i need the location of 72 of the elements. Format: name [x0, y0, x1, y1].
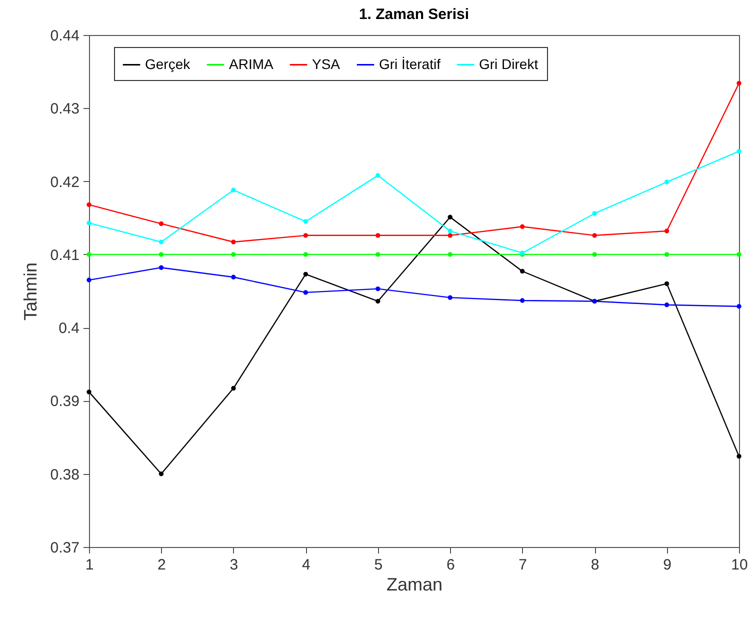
x-tick-label: 1	[85, 556, 94, 574]
point	[86, 202, 92, 208]
y-tick-label: 0.44	[50, 28, 80, 44]
point	[158, 252, 164, 257]
point	[448, 295, 452, 300]
y-tick-label: 0.39	[50, 393, 80, 410]
point	[231, 240, 236, 244]
x-tick-label: 4	[302, 556, 310, 574]
point	[736, 252, 742, 257]
legend-label: Gri Direkt	[479, 56, 538, 72]
point	[376, 173, 380, 178]
point	[592, 211, 597, 216]
point	[376, 252, 380, 257]
point	[231, 274, 236, 280]
point	[86, 220, 92, 226]
x-tick-label: 5	[374, 556, 383, 574]
point	[736, 148, 742, 154]
point	[520, 224, 525, 229]
point	[158, 240, 164, 244]
x-tick-label: 8	[590, 556, 600, 574]
point	[303, 219, 308, 224]
point	[376, 233, 380, 238]
x-tick-label: 6	[446, 556, 455, 574]
point	[86, 252, 92, 257]
point	[231, 386, 236, 391]
point	[664, 281, 670, 286]
point	[664, 302, 670, 308]
x-tick-label: 3	[230, 556, 238, 574]
legend-label: YSA	[312, 56, 341, 72]
point	[303, 252, 308, 257]
point	[520, 298, 525, 303]
x-tick-label: 2	[158, 556, 166, 574]
point	[448, 228, 452, 234]
point	[448, 233, 452, 238]
x-tick-label: 7	[518, 556, 528, 574]
point	[158, 265, 164, 270]
point	[303, 233, 308, 238]
x-tick-label: 10	[731, 556, 748, 574]
point	[736, 304, 742, 309]
point	[231, 252, 236, 257]
y-tick-label: 0.4	[58, 320, 80, 338]
point	[303, 290, 308, 295]
point	[376, 286, 380, 292]
point	[664, 228, 670, 234]
y-tick-label: 0.42	[50, 174, 80, 191]
point	[736, 454, 742, 459]
legend-label: Gri İteratif	[379, 56, 441, 72]
x-tick-label: 9	[663, 556, 672, 574]
point	[592, 233, 597, 238]
point	[158, 472, 164, 476]
x-axis-title: Zaman	[386, 574, 443, 594]
point	[158, 221, 164, 226]
chart-title: 1. Zaman Serisi	[358, 6, 470, 23]
point	[376, 298, 380, 304]
y-tick-label: 0.41	[50, 246, 80, 264]
legend-label: Gerçek	[145, 56, 192, 72]
legend-label: ARIMA	[229, 56, 274, 72]
point	[303, 272, 308, 277]
point	[664, 252, 670, 257]
point	[448, 252, 452, 257]
y-axis-title: Tahmin	[20, 262, 40, 321]
y-tick-label: 0.38	[50, 466, 80, 484]
y-tick-label: 0.43	[50, 100, 80, 118]
point	[736, 80, 742, 86]
point	[448, 214, 452, 220]
point	[86, 390, 92, 394]
point	[592, 252, 597, 257]
point	[520, 268, 525, 274]
point	[86, 278, 92, 282]
point	[664, 180, 670, 184]
y-tick-label: 0.37	[50, 540, 80, 556]
point	[231, 188, 236, 192]
